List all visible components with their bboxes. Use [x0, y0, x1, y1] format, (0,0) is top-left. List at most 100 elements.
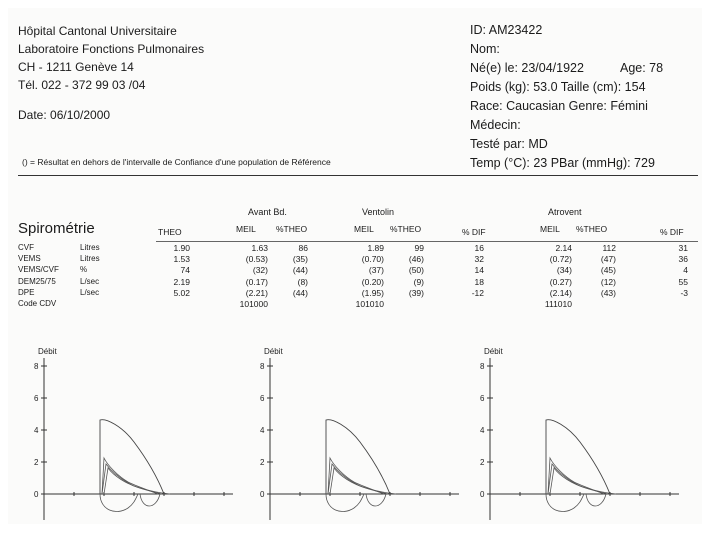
cell-dif-ventolin: -12: [471, 287, 484, 298]
y-tick-label: 4: [34, 426, 39, 435]
chart-axis-title: Débit: [264, 347, 283, 356]
patient-name: Nom:: [470, 42, 500, 56]
row-unit: L/sec: [80, 276, 100, 286]
cell-theo: 74: [180, 265, 190, 276]
patient-weight-height: Poids (kg): 53.0 Taille (cm): 154: [470, 80, 646, 94]
inspiratory-loop: [545, 493, 585, 512]
chart-axis-title: Débit: [484, 347, 503, 356]
cell-meil-atrovent: 111010: [544, 299, 572, 309]
hospital-phone: Tél. 022 - 372 99 03 /04: [18, 78, 146, 92]
measured-loop: [547, 462, 609, 495]
predicted-curve: [325, 419, 391, 495]
flow-chart-svg: Débit 8 6 4 2 0: [34, 347, 233, 520]
col-meil-1: MEIL: [236, 224, 256, 234]
cell-ptheo-atrovent: (43): [600, 287, 616, 298]
cell-meil-ventolin: (0.20): [361, 276, 384, 287]
row-name: VEMS: [18, 254, 41, 264]
cell-meil-avant: (2.21): [245, 287, 268, 298]
group-atrovent: Atrovent: [548, 207, 582, 217]
measured-loop: [101, 456, 159, 495]
measured-loop: [103, 466, 171, 495]
y-tick-label: 4: [260, 426, 265, 435]
col-pdif-2: % DIF: [462, 227, 486, 237]
group-ventolin: Ventolin: [362, 207, 395, 217]
confidence-note: () = Résultat en dehors de l'intervalle …: [22, 157, 331, 167]
spirometry-title: Spirométrie: [18, 220, 95, 237]
patient-birth: Né(e) le: 23/04/1922: [470, 61, 584, 75]
cell-meil-avant: (0.17): [245, 276, 268, 287]
patient-temp-pressure: Temp (°C): 23 PBar (mmHg): 729: [470, 156, 655, 170]
cell-meil-atrovent: (34): [556, 265, 572, 276]
cell-dif-atrovent: 55: [678, 276, 688, 287]
flow-chart-3: Débit 8 6 4 2 0: [474, 340, 684, 524]
cell-ptheo-ventolin: (39): [408, 287, 424, 298]
row-name: Code CDV: [18, 299, 57, 308]
cell-meil-atrovent: (0.72): [549, 254, 572, 265]
cell-meil-ventolin: 101010: [355, 299, 384, 309]
cell-ptheo-atrovent: (47): [600, 254, 616, 265]
measured-loop: [547, 456, 605, 495]
lab-name: Laboratoire Fonctions Pulmonaires: [18, 42, 205, 56]
cell-meil-ventolin: 1.89: [367, 243, 384, 253]
patient-doctor: Médecin:: [470, 118, 521, 132]
cell-ptheo-avant: (8): [297, 276, 308, 287]
predicted-curve: [99, 419, 165, 495]
predicted-curve: [545, 419, 611, 495]
patient-id: ID: AM23422: [470, 23, 543, 37]
row-name: CVF: [18, 243, 34, 252]
cell-ptheo-atrovent: (45): [600, 265, 616, 276]
cell-meil-atrovent: (2.14): [549, 287, 572, 298]
y-tick-label: 2: [480, 458, 485, 467]
cell-ptheo-avant: (35): [292, 254, 308, 265]
cell-ptheo-ventolin: (9): [413, 276, 424, 287]
cell-dif-ventolin: 16: [474, 243, 484, 253]
measured-loop: [327, 456, 385, 495]
col-pdif-3: % DIF: [660, 227, 684, 237]
cell-theo: 2.19: [173, 276, 190, 287]
inspiratory-loop: [99, 493, 139, 512]
hospital-address: CH - 1211 Genève 14: [18, 60, 134, 74]
inspiratory-loop: [139, 493, 161, 507]
cell-dif-ventolin: 14: [474, 265, 484, 276]
measured-loop: [329, 466, 397, 495]
y-tick-label: 8: [480, 362, 485, 371]
header-divider: [18, 175, 698, 176]
cell-meil-ventolin: (0.70): [361, 254, 384, 265]
cell-ptheo-avant: 86: [298, 243, 308, 253]
cell-dif-atrovent: 36: [678, 254, 688, 265]
measured-loop: [549, 466, 617, 495]
cell-meil-avant: (32): [252, 265, 268, 276]
measured-loop: [327, 462, 389, 495]
row-unit: Litres: [80, 254, 100, 264]
cell-ptheo-avant: (44): [292, 265, 308, 276]
inspiratory-loop: [365, 493, 387, 507]
inspiratory-loop: [585, 493, 607, 507]
col-meil-2: MEIL: [354, 224, 374, 234]
cell-meil-atrovent: 2.14: [555, 243, 572, 253]
flow-chart-2: Débit 8 6 4 2 0: [254, 340, 464, 524]
col-ptheo-3: %THEO: [576, 224, 608, 234]
col-meil-3: MEIL: [540, 224, 560, 234]
cell-meil-ventolin: (37): [368, 265, 384, 276]
y-tick-label: 0: [260, 490, 265, 499]
y-tick-label: 6: [260, 394, 265, 403]
y-tick-label: 2: [260, 458, 265, 467]
cell-theo: 1.53: [173, 254, 190, 265]
flow-chart-1: Débit 8 6 4 2 0: [28, 340, 238, 524]
chart-axis-title: Débit: [38, 347, 57, 356]
col-theo: THEO: [158, 227, 182, 237]
y-tick-label: 6: [480, 394, 485, 403]
patient-race-sex: Race: Caucasian Genre: Fémini: [470, 99, 648, 113]
patient-tested-by: Testé par: MD: [470, 137, 548, 151]
row-name: VEMS/CVF: [18, 265, 59, 275]
report-sheet: Hôpital Cantonal Universitaire Laboratoi…: [8, 8, 702, 524]
patient-age: Age: 78: [620, 61, 664, 75]
flow-chart-svg: Débit 8 6 4 2 0: [480, 347, 679, 520]
hospital-name: Hôpital Cantonal Universitaire: [18, 24, 177, 38]
cell-meil-ventolin: (1.95): [361, 287, 384, 298]
y-tick-label: 4: [480, 426, 485, 435]
cell-meil-avant: 1.63: [251, 243, 268, 253]
row-name: DEM25/75: [18, 276, 56, 286]
y-tick-label: 6: [34, 394, 39, 403]
measured-loop: [101, 462, 163, 495]
